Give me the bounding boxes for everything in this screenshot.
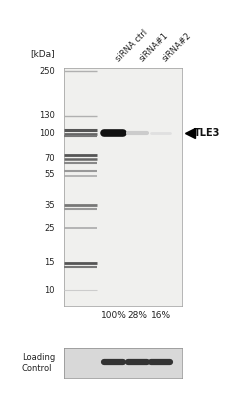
Text: 10: 10 — [44, 286, 55, 295]
Text: 16%: 16% — [150, 311, 170, 320]
Text: siRNA#1: siRNA#1 — [137, 31, 169, 63]
Text: 100%: 100% — [100, 311, 126, 320]
Text: 15: 15 — [44, 258, 55, 267]
Text: 28%: 28% — [127, 311, 147, 320]
Text: Loading
Control: Loading Control — [22, 353, 55, 373]
Text: siRNA ctrl: siRNA ctrl — [113, 28, 148, 63]
Text: 70: 70 — [44, 154, 55, 162]
Text: 250: 250 — [39, 67, 55, 76]
Text: 25: 25 — [44, 224, 55, 232]
Text: 35: 35 — [44, 201, 55, 210]
Text: siRNA#2: siRNA#2 — [160, 31, 192, 63]
Text: 55: 55 — [44, 170, 55, 179]
Text: TLE3: TLE3 — [193, 128, 219, 138]
Text: 130: 130 — [39, 112, 55, 120]
Text: [kDa]: [kDa] — [30, 50, 55, 58]
Text: 100: 100 — [39, 129, 55, 138]
